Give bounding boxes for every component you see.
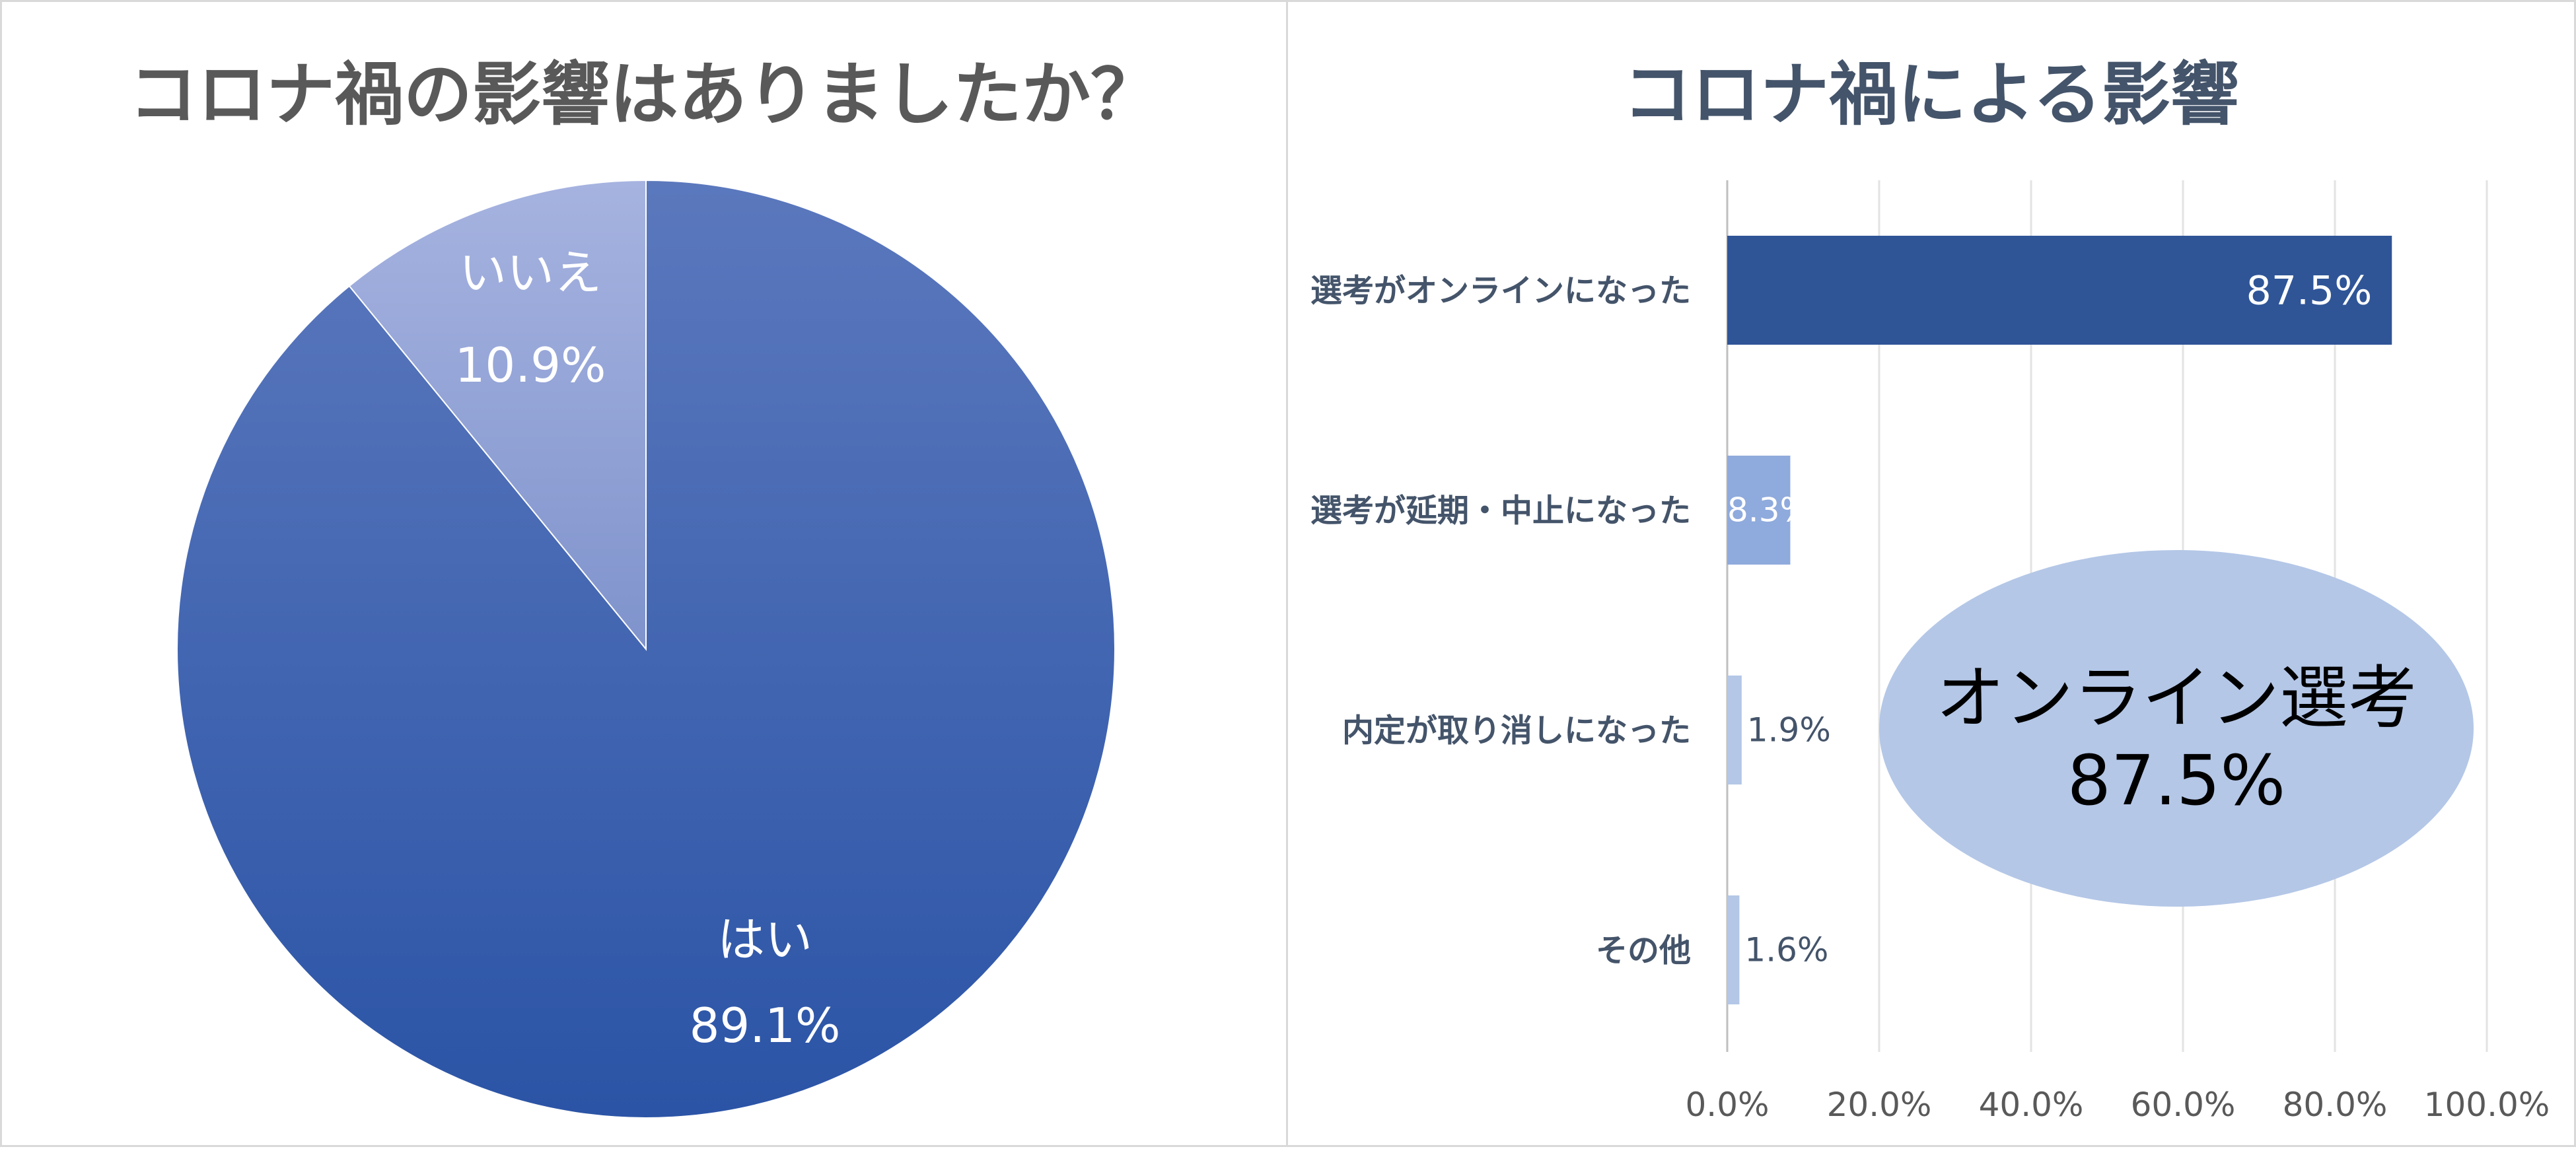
x-tick-label: 100.0%: [2424, 1086, 2550, 1124]
bar: [1727, 236, 2392, 345]
category-label: 内定が取り消しになった: [1342, 713, 1691, 749]
pie-label-value: 10.9%: [455, 337, 606, 393]
bar: [1727, 676, 1742, 784]
x-tick-label: 80.0%: [2283, 1086, 2388, 1124]
data-label: 1.9%: [1747, 711, 1831, 749]
category-label: その他: [1596, 932, 1691, 969]
callout-ellipse: [1879, 550, 2474, 907]
x-tick-label: 0.0%: [1685, 1086, 1769, 1124]
pie-slice-no: [348, 179, 647, 651]
x-tick-label: 40.0%: [1979, 1086, 2084, 1124]
data-label: 87.5%: [2246, 268, 2373, 314]
x-tick-label: 20.0%: [1827, 1086, 1932, 1124]
x-tick-label: 60.0%: [2131, 1086, 2236, 1124]
pie-label-category: いいえ: [459, 245, 602, 300]
category-label: 選考が延期・中止になった: [1310, 493, 1691, 530]
pie-chart-panel: コロナ禍の影響はありましたか？ はい 89.1% いいえ 10.9%: [0, 0, 1288, 1147]
data-label: 8.3%: [1727, 491, 1811, 530]
callout-title: オンライン選考: [1936, 658, 2417, 738]
callout-value: 87.5%: [2067, 740, 2285, 821]
pie-chart-title: コロナ禍の影響はありましたか？: [128, 54, 1159, 135]
bar-chart-panel: コロナ禍による影響 選考がオンラインになった 選考が延期・中止になった内定が取り消…: [1286, 0, 2576, 1147]
pie-label-category: はい: [717, 912, 812, 967]
data-label: 1.6%: [1744, 931, 1828, 969]
bar-chart-title: コロナ禍による影響: [1623, 54, 2239, 135]
category-label: 選考がオンラインになった: [1310, 273, 1691, 310]
pie-chart: はい 89.1% いいえ 10.9%: [176, 179, 1116, 1119]
pie-label-value: 89.1%: [690, 998, 841, 1053]
bar: [1727, 895, 1740, 1004]
bar: [1727, 456, 1791, 565]
